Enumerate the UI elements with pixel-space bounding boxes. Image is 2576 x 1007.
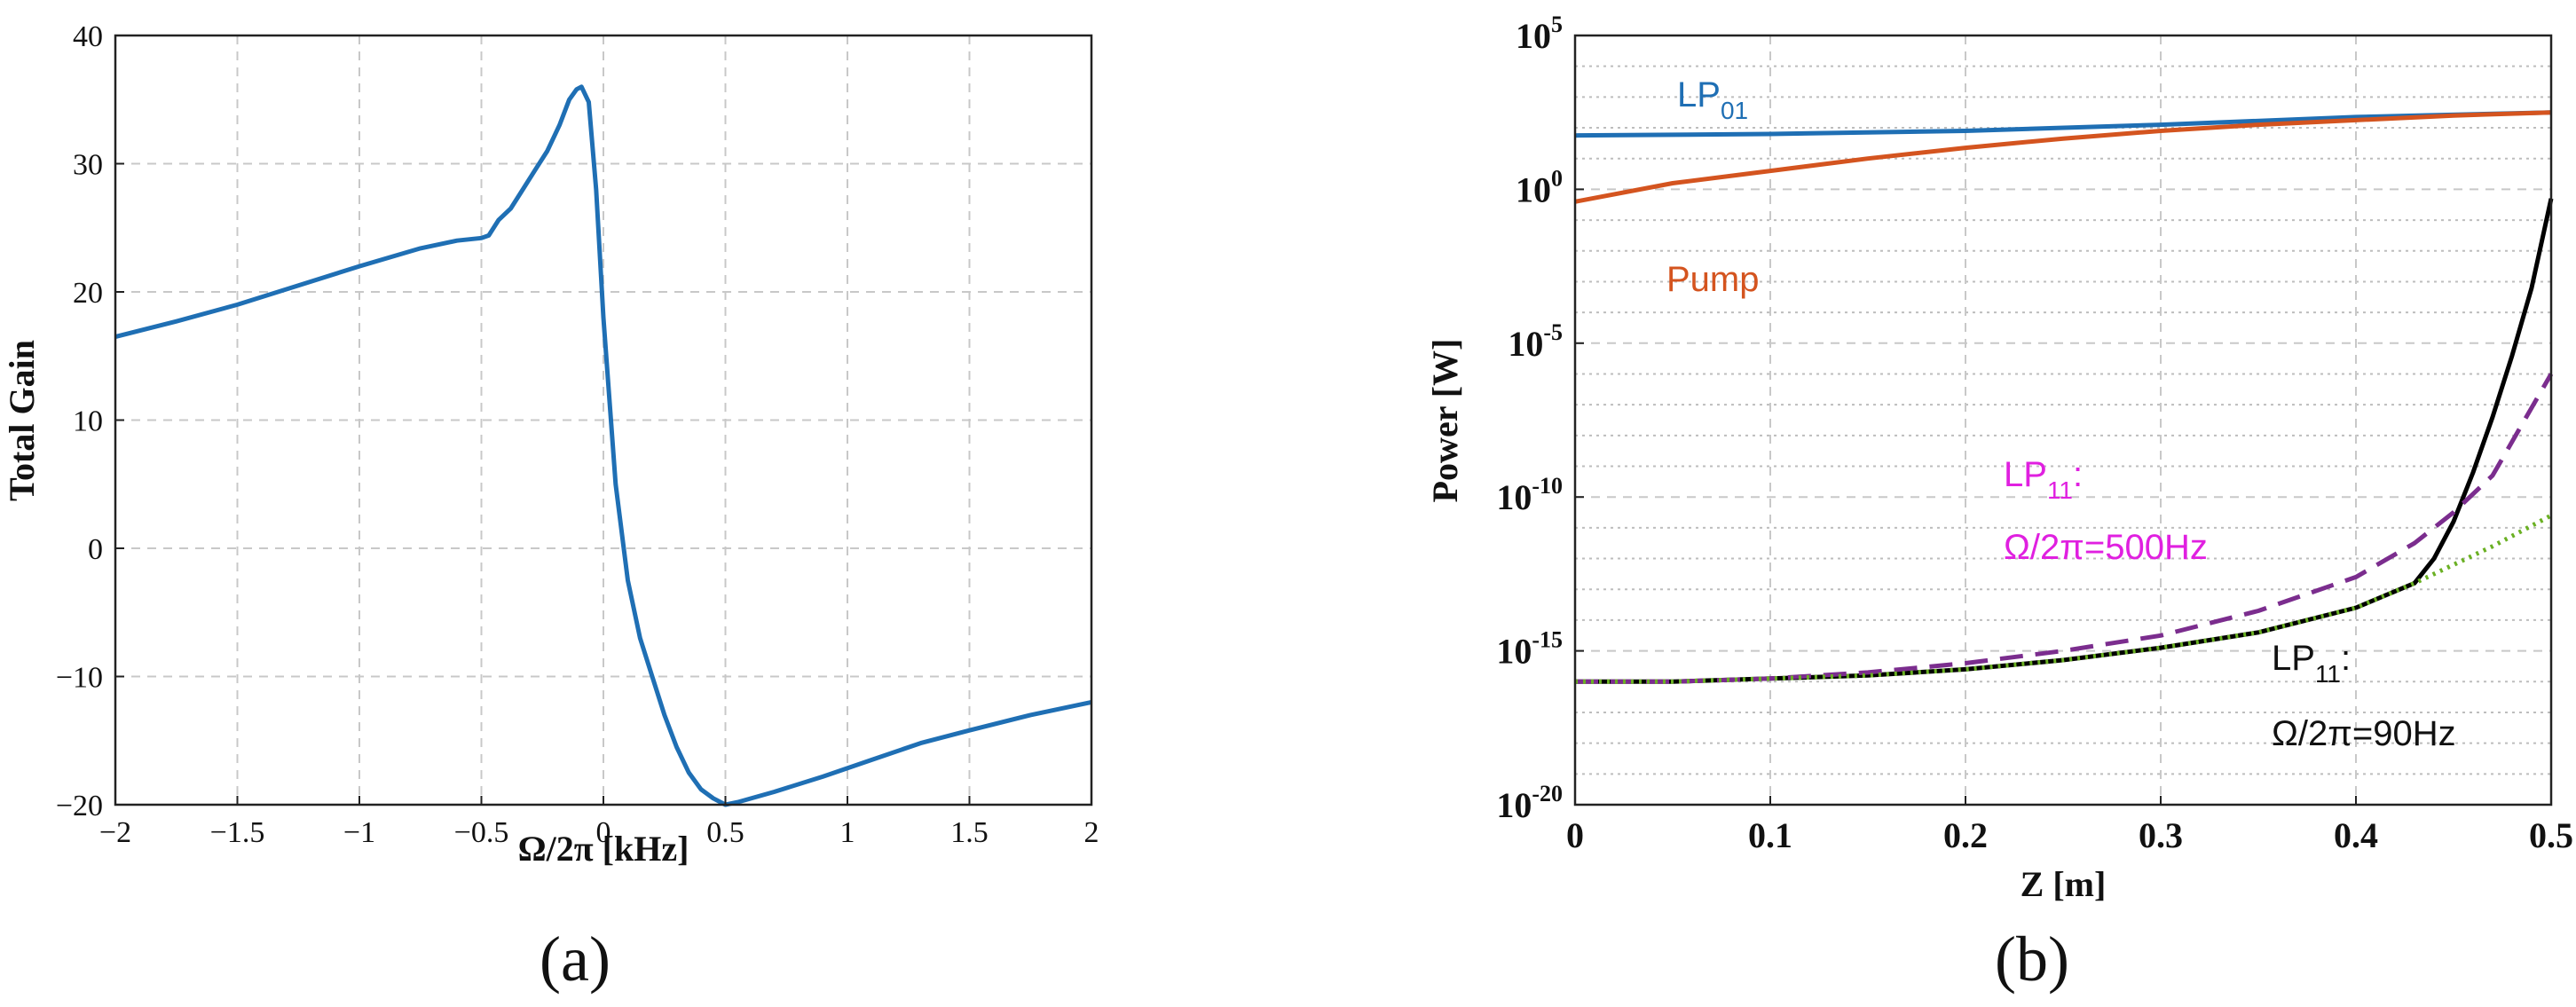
panel-a-y-tick-label: 30	[73, 149, 103, 182]
panel-a-y-tick-label: −20	[56, 790, 103, 822]
annotation-lp01: LP01	[1677, 75, 1748, 124]
panel-a-x-tick-label: 2	[1084, 816, 1099, 849]
panel-b-x-tick-label: 0.4	[2334, 815, 2378, 855]
panel-a-series	[114, 84, 1092, 807]
annotation-pump: Pump	[1666, 260, 1760, 299]
panel-b-grid	[1575, 35, 2551, 805]
panel-b-label: (b)	[1995, 924, 2069, 995]
panel-a-x-tick-label: −2	[99, 816, 131, 849]
panel-b-series	[1574, 110, 2554, 684]
panel-b-y-ticks: 105 100 10-5 10-10 10-15 10-20	[1496, 12, 1584, 825]
annotation-lp11-90hz-freq: Ω/2π=90Hz	[2272, 714, 2456, 753]
annotation-lp11-500hz-freq: Ω/2π=500Hz	[2004, 528, 2208, 567]
panel-b-x-tick-label: 0.3	[2139, 815, 2183, 855]
panel-a-y-tick-label: 10	[73, 405, 103, 438]
annotation-lp11-90hz-main: LP	[2272, 639, 2315, 678]
panel-a-y-tick-label: −10	[56, 662, 103, 695]
panel-a-chart: −2 −1.5 −1 −0.5 0 0.5 1 1.5 2 −20 −10 0 10 20 30 40 Ω/…	[2, 20, 1099, 995]
panel-b-x-tick-label: 0.5	[2529, 815, 2573, 855]
annotation-lp11-500hz-sub: 11	[2047, 476, 2073, 504]
annotation-lp11-90hz-suffix: :	[2341, 639, 2351, 678]
panel-b-x-ticks: 0 0.1 0.2 0.3 0.4 0.5	[1566, 796, 2573, 855]
panel-a-y-ticks: −20 −10 0 10 20 30 40	[56, 20, 124, 822]
panel-a-x-tick-label: 1	[840, 816, 855, 849]
panel-a-y-tick-label: 0	[88, 533, 103, 566]
panel-a-label: (a)	[540, 924, 611, 995]
panel-a-x-ticks: −2 −1.5 −1 −0.5 0 0.5 1 1.5 2	[99, 796, 1099, 849]
panel-a-y-tick-label: 20	[73, 277, 103, 310]
panel-b-x-tick-label: 0	[1566, 815, 1584, 855]
series-pump-line	[1574, 110, 2552, 204]
series-lp11-2-500hz-line	[1575, 373, 2554, 684]
panel-a-x-tick-label: −1.5	[210, 816, 265, 849]
panel-a-grid	[115, 35, 1091, 805]
panel-a-y-tick-label: 40	[73, 20, 103, 53]
panel-a-x-tick-label: 0.5	[706, 816, 744, 849]
panel-b-x-tick-label: 0.2	[1943, 815, 1988, 855]
panel-b-y-tick-label: 10-20	[1496, 781, 1563, 825]
annotation-lp11-500hz-main: LP	[2004, 455, 2047, 494]
annotation-lp11-500hz-suffix: :	[2073, 455, 2083, 494]
series-total-gain-line	[114, 84, 1092, 807]
panel-b-y-tick-label: 100	[1516, 165, 1563, 209]
annotation-lp11-90hz: LP11:	[2272, 639, 2351, 688]
panel-b-y-tick-label: 10-15	[1496, 627, 1563, 672]
panel-b-y-tick-label: 10-5	[1508, 319, 1563, 364]
annotation-lp11-500hz: LP11:	[2004, 455, 2083, 504]
annotation-lp01-sub: 01	[1721, 97, 1748, 124]
panel-b-plot-frame	[1573, 34, 2553, 806]
panel-b-y-axis-label: Power [W]	[1425, 339, 1465, 503]
panel-b-x-axis-label: Z [m]	[2021, 864, 2107, 904]
panel-a-x-tick-label: 0	[596, 816, 611, 849]
annotation-lp11-90hz-sub: 11	[2315, 660, 2341, 688]
annotation-lp01-main: LP	[1677, 75, 1721, 114]
panel-b-y-tick-label: 10-10	[1496, 473, 1563, 517]
panel-a-x-tick-label: 1.5	[950, 816, 989, 849]
panel-a-x-tick-label: −0.5	[454, 816, 509, 849]
panel-b-chart: 0 0.1 0.2 0.3 0.4 0.5 105 100 10-5 10-10 10-15 10-…	[1425, 12, 2573, 995]
panel-a-y-axis-label: Total Gain	[2, 340, 42, 501]
panel-b-x-tick-label: 0.1	[1748, 815, 1792, 855]
panel-a-x-tick-label: −1	[343, 816, 375, 849]
series-lp01-line	[1574, 110, 2552, 138]
panel-a-x-axis-label: Ω/2π [kHz]	[518, 829, 689, 869]
panel-b-y-tick-label: 105	[1516, 12, 1563, 56]
